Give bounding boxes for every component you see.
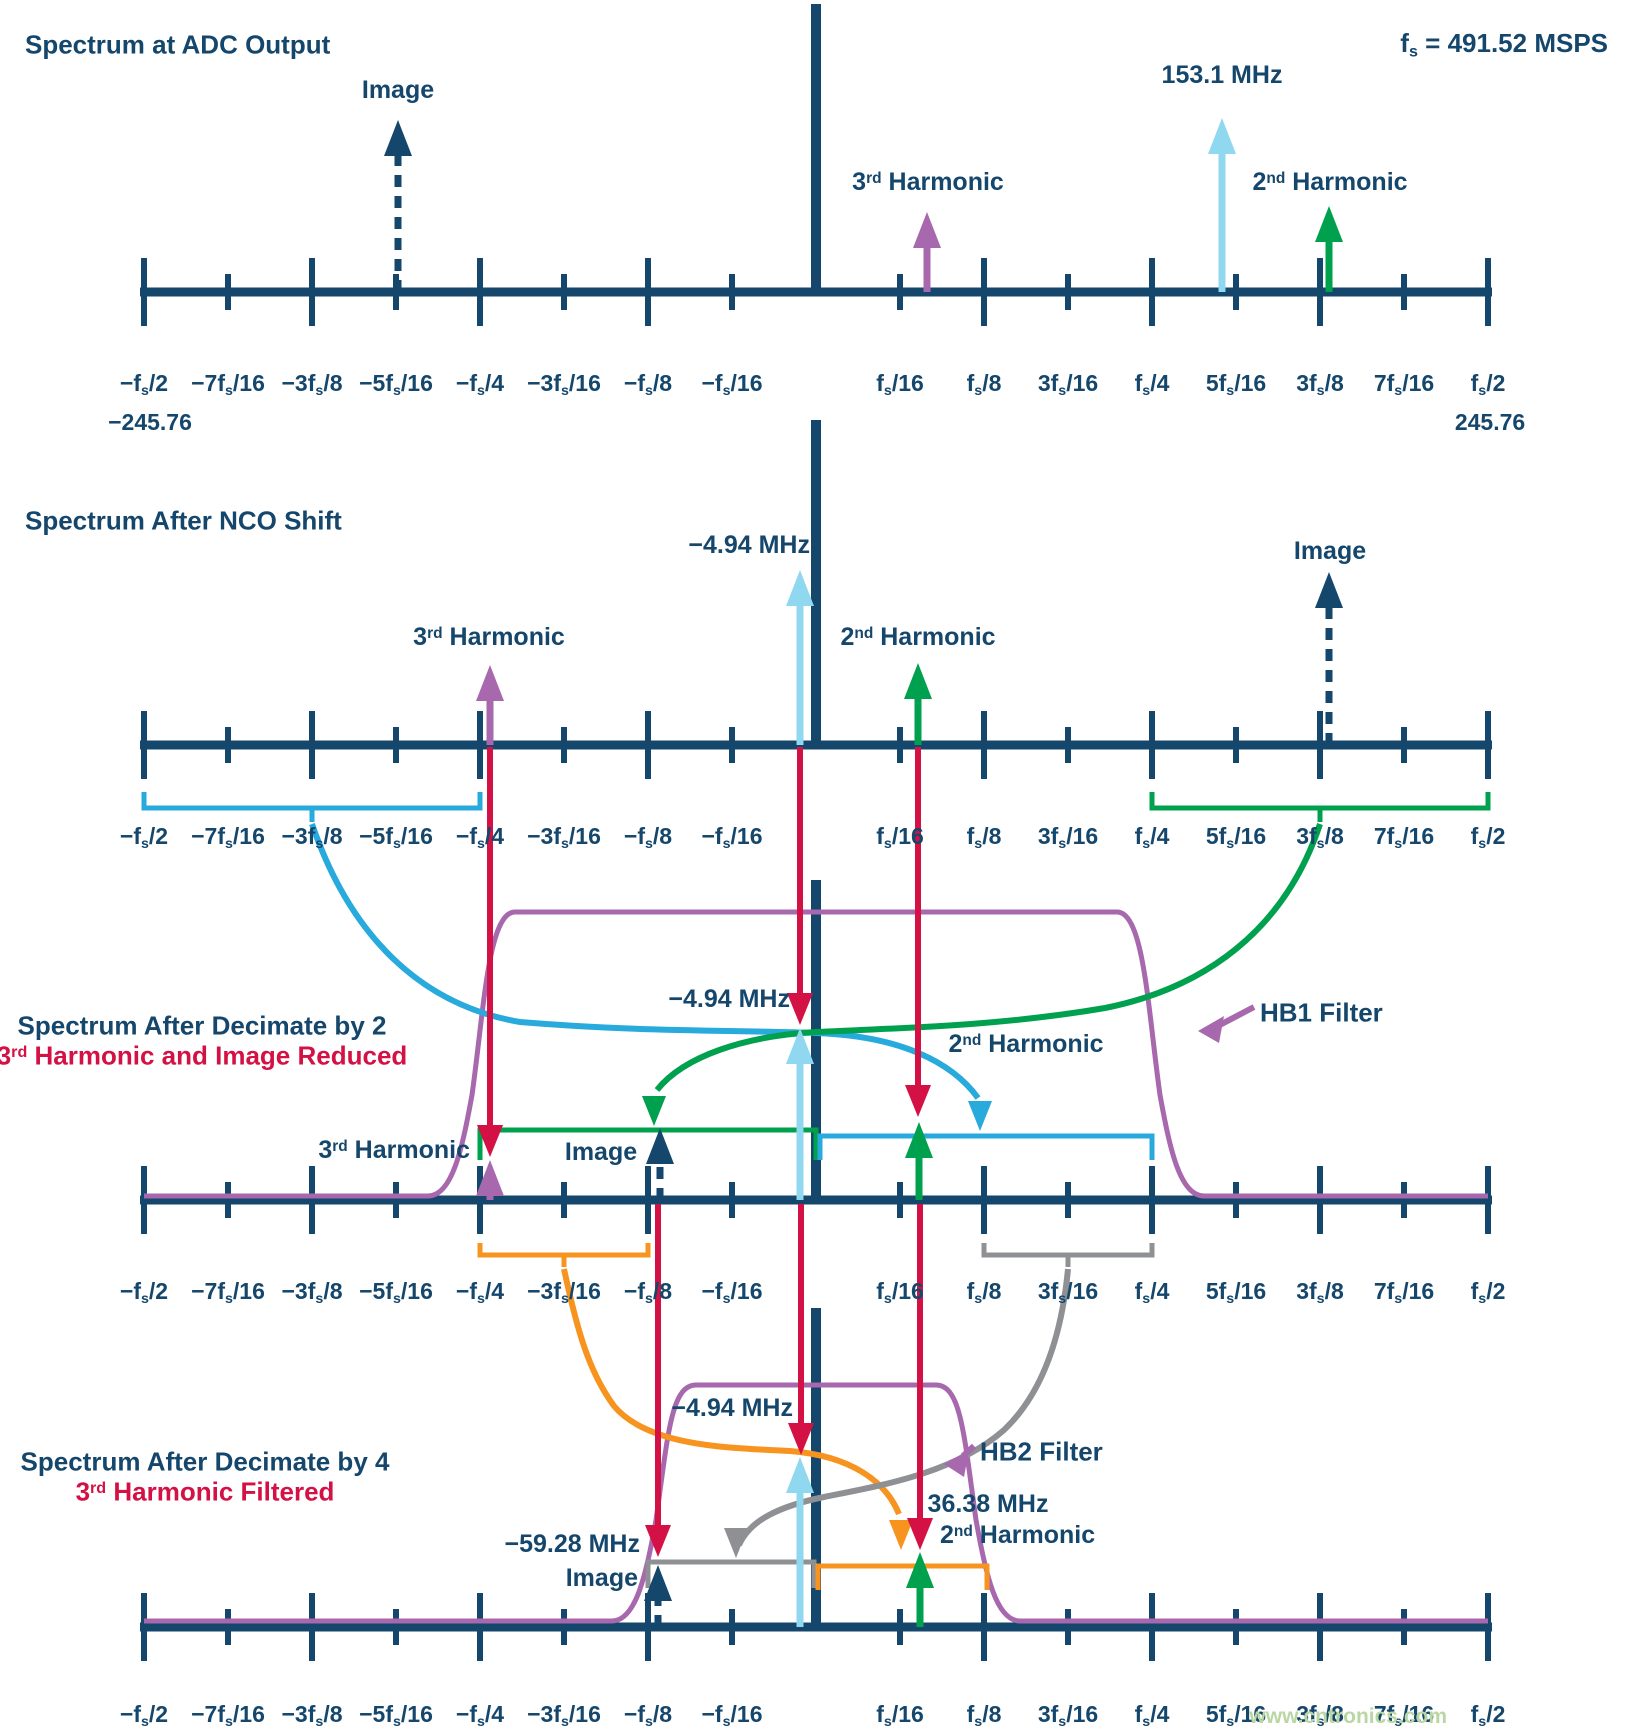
alias-fold-neg-band-dec2-head [968, 1101, 992, 1131]
fundamental-arrow-dec4-head [786, 1457, 814, 1493]
dest-range-neg-dec2 [477, 1127, 819, 1160]
second-harmonic-dec2-to-dec4-head [907, 1518, 933, 1550]
alias-fold-neg-band-dec2 [309, 823, 981, 1100]
fundamental-arrow-adc-head [1208, 118, 1236, 154]
third-harmonic-arrow-adc-head [913, 212, 941, 248]
fundamental-arrow-dec2-head [786, 1028, 814, 1064]
image-dec2-to-dec4-head [645, 1525, 671, 1557]
alias-fold-pos-band-dec2 [654, 823, 1323, 1092]
third-harmonic-nco-to-dec2-head [477, 1125, 503, 1157]
band-bracket-pos-dec2 [981, 1243, 1155, 1267]
alias-fold-pos-band-dec4 [736, 1268, 1071, 1547]
image-arrow-dec2-head [646, 1128, 674, 1164]
hb2-filter-pointer-head [944, 1450, 969, 1477]
alias-fold-pos-band-dec2-head [642, 1096, 666, 1126]
dest-range-pos-dec2 [817, 1133, 1155, 1160]
dest-range-pos-dec4 [815, 1563, 990, 1590]
alias-fold-pos-band-dec4-head [724, 1528, 748, 1558]
second-harmonic-arrow-nco-head [904, 663, 932, 699]
image-arrow-dec4-head [644, 1565, 672, 1601]
second-harmonic-arrow-dec2-head [905, 1122, 933, 1158]
second-harmonic-nco-to-dec2-head [905, 1085, 931, 1117]
second-harmonic-arrow-adc-head [1315, 206, 1343, 242]
second-harmonic-arrow-dec4-head [906, 1552, 934, 1588]
image-arrow-nco-head [1315, 572, 1343, 608]
fundamental-nco-to-dec2-head [787, 993, 813, 1025]
image-arrow-adc-head [384, 120, 412, 156]
fundamental-arrow-nco-head [786, 570, 814, 606]
third-harmonic-arrow-nco-head [476, 665, 504, 701]
band-bracket-pos-nco [1149, 792, 1491, 822]
hb1-filter-pointer-head [1198, 1016, 1224, 1043]
third-harmonic-arrow-dec2-head [476, 1160, 504, 1196]
alias-fold-neg-band-dec4 [561, 1268, 902, 1516]
alias-fold-neg-band-dec4-head [889, 1520, 913, 1550]
hb1-filter-curve [144, 909, 1488, 1199]
dest-range-neg-dec4 [645, 1559, 817, 1588]
band-bracket-neg-dec2 [477, 1243, 651, 1267]
band-bracket-neg-nco [141, 792, 483, 822]
fundamental-dec2-to-dec4-head [788, 1423, 814, 1455]
